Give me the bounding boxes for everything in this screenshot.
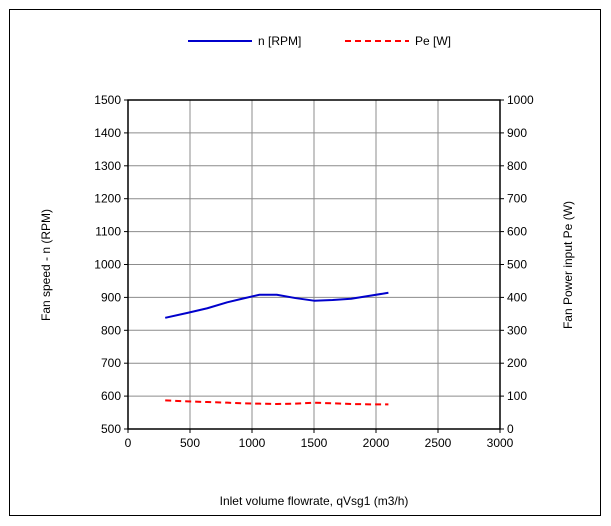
y2-tick-label: 500 xyxy=(507,258,527,272)
y-tick-label: 1200 xyxy=(94,192,121,206)
y-tick-label: 900 xyxy=(101,290,121,304)
x-tick-label: 1500 xyxy=(301,436,328,450)
y-tick-label: 1500 xyxy=(94,93,121,107)
y-tick-label: 1000 xyxy=(94,258,121,272)
x-tick-label: 1000 xyxy=(239,436,266,450)
series-line-power xyxy=(165,400,388,404)
y-tick-label: 1100 xyxy=(95,225,121,239)
x-tick-label: 3000 xyxy=(487,436,514,450)
y2-tick-label: 0 xyxy=(507,422,514,436)
x-tick-label: 0 xyxy=(125,436,132,450)
y-tick-label: 500 xyxy=(101,422,121,436)
y-tick-label: 600 xyxy=(101,389,121,403)
y2-tick-label: 700 xyxy=(507,192,527,206)
y2-tick-label: 300 xyxy=(507,323,527,337)
y2-axis-label: Fan Power input Pe (W) xyxy=(561,201,575,329)
grid xyxy=(128,100,500,429)
y2-tick-label: 200 xyxy=(507,356,527,370)
y2-tick-label: 900 xyxy=(507,126,527,140)
y2-tick-label: 800 xyxy=(507,159,527,173)
y-tick-label: 1400 xyxy=(94,126,121,140)
y2-tick-label: 1000 xyxy=(507,93,534,107)
y2-tick-label: 100 xyxy=(507,389,527,403)
x-axis-label: Inlet volume flowrate, qVsg1 (m3/h) xyxy=(220,494,409,508)
legend: n [RPM] Pe [W] xyxy=(188,34,451,48)
series-line-speed xyxy=(165,293,388,318)
legend-label: Pe [W] xyxy=(415,34,451,48)
y-tick-label: 800 xyxy=(101,323,121,337)
y2-tick-label: 600 xyxy=(507,225,527,239)
legend-label: n [RPM] xyxy=(258,34,301,48)
y-tick-label: 1300 xyxy=(94,159,121,173)
y-tick-label: 700 xyxy=(101,356,121,370)
series-layer xyxy=(165,293,388,405)
y-axis-label: Fan speed - n (RPM) xyxy=(39,209,53,321)
x-tick-label: 2000 xyxy=(363,436,390,450)
y2-tick-label: 400 xyxy=(507,290,527,304)
x-tick-label: 500 xyxy=(180,436,200,450)
x-tick-label: 2500 xyxy=(425,436,452,450)
